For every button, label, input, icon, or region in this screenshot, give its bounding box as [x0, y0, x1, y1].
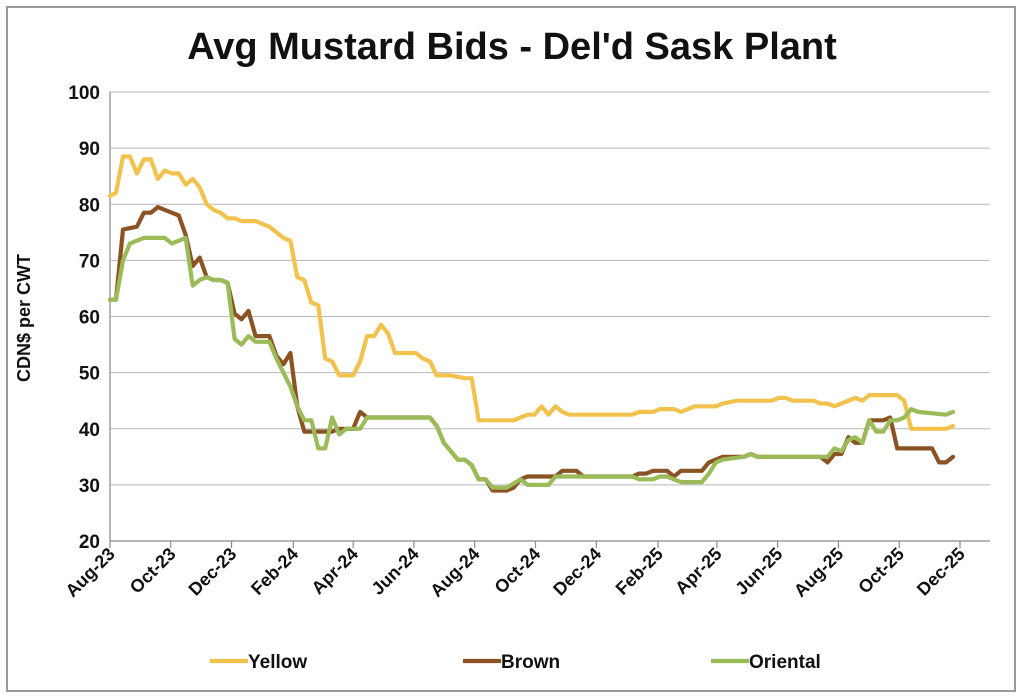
y-tick-label: 30	[79, 476, 100, 497]
x-tick-label: Feb-24	[247, 544, 302, 599]
legend-label-oriental: Oriental	[749, 652, 821, 673]
gridlines	[110, 91, 990, 486]
y-tick-label: 100	[68, 83, 100, 104]
y-tick-label: 70	[79, 251, 100, 272]
legend-label-brown: Brown	[501, 652, 560, 673]
x-tick-label: Aug-25	[790, 544, 847, 601]
y-tick-labels: 20 30 40 50 60 70 80 90 100	[68, 83, 100, 553]
x-tick-label: Apr-24	[308, 544, 362, 598]
x-tick-label: Dec-24	[549, 544, 605, 600]
x-tick-label: Dec-25	[913, 544, 969, 600]
x-tick-label: Dec-23	[185, 544, 241, 600]
x-tick-label: Apr-25	[671, 544, 725, 598]
x-tick-label: Feb-25	[612, 544, 667, 599]
series-line-oriental	[107, 235, 956, 490]
legend: Yellow Brown Oriental	[210, 652, 821, 673]
y-tick-label: 60	[79, 308, 100, 329]
y-tick-label: 90	[79, 139, 100, 160]
y-axis-label: CDN$ per CWT	[14, 254, 34, 382]
series-line-brown	[107, 205, 956, 493]
x-tick-label: Oct-23	[126, 544, 180, 598]
y-tick-label: 20	[79, 532, 100, 553]
x-tick-label: Jun-24	[368, 544, 423, 599]
x-tick-label: Jun-25	[731, 544, 786, 599]
axes	[109, 92, 990, 548]
chart-frame	[6, 6, 1016, 692]
x-tick-label: Aug-24	[426, 544, 483, 601]
y-tick-label: 80	[79, 195, 100, 216]
y-tick-label: 50	[79, 364, 100, 385]
x-tick-label: Oct-25	[854, 544, 908, 598]
series-lines	[107, 154, 956, 493]
x-tick-label: Oct-24	[491, 544, 545, 598]
legend-label-yellow: Yellow	[248, 652, 307, 673]
y-tick-label: 40	[79, 420, 100, 441]
series-line-yellow	[107, 154, 956, 431]
x-tick-labels: Aug-23 Oct-23 Dec-23 Feb-24 Apr-24 Jun-24 Aug-…	[62, 544, 969, 601]
chart-title: Avg Mustard Bids - Del'd Sask Plant	[187, 26, 837, 68]
